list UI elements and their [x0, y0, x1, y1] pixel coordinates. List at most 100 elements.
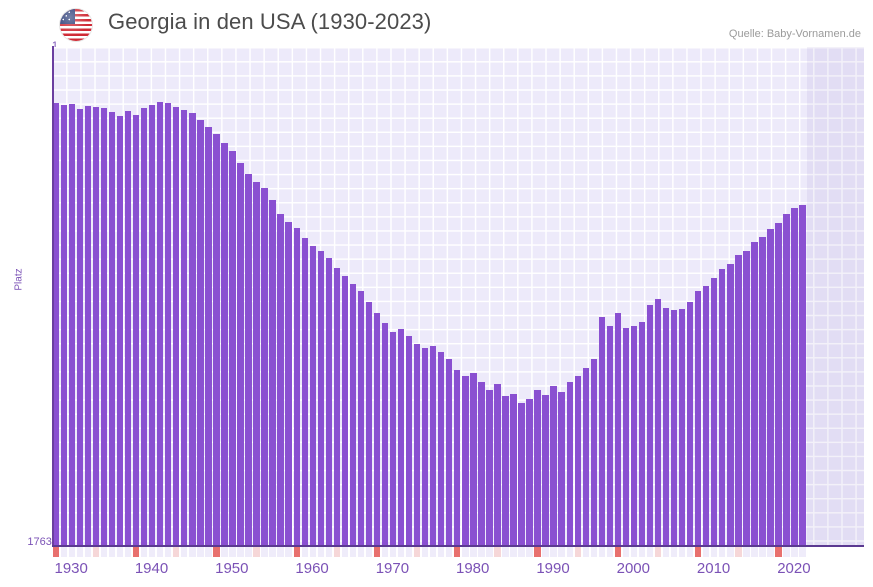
bar[interactable] [727, 264, 734, 545]
bar[interactable] [221, 143, 228, 545]
bar[interactable] [325, 258, 332, 545]
y-axis-line [52, 46, 54, 546]
bar[interactable] [558, 392, 565, 545]
bar[interactable] [365, 302, 373, 545]
bar[interactable] [799, 205, 806, 545]
bar[interactable] [317, 251, 324, 545]
bar[interactable] [116, 116, 124, 545]
bar[interactable] [783, 214, 790, 545]
bar[interactable] [454, 370, 461, 545]
bar[interactable] [446, 359, 453, 545]
bar[interactable] [719, 269, 726, 545]
bar[interactable] [606, 326, 614, 545]
bar[interactable] [108, 112, 116, 545]
bar[interactable] [60, 105, 68, 545]
bar[interactable] [405, 336, 413, 545]
bar[interactable] [301, 238, 308, 545]
bar[interactable] [703, 286, 710, 545]
bar[interactable] [574, 376, 581, 545]
bar[interactable] [165, 103, 172, 545]
bar[interactable] [205, 127, 212, 545]
bar[interactable] [678, 309, 686, 545]
bar[interactable] [470, 373, 477, 545]
bar[interactable] [462, 376, 469, 545]
bar[interactable] [341, 276, 349, 545]
bar[interactable] [767, 229, 774, 545]
bar[interactable] [124, 111, 132, 545]
bar[interactable] [478, 382, 485, 545]
bar[interactable] [759, 237, 766, 545]
bar[interactable] [510, 394, 517, 545]
bar[interactable] [622, 328, 630, 545]
bar[interactable] [269, 200, 276, 545]
bar[interactable] [590, 359, 597, 545]
bar[interactable] [68, 104, 76, 545]
bar[interactable] [76, 109, 84, 545]
bar[interactable] [293, 228, 300, 545]
bar[interactable] [277, 214, 284, 545]
bar[interactable] [614, 313, 622, 545]
bar[interactable] [421, 348, 429, 545]
bar[interactable] [630, 326, 638, 545]
bar[interactable] [686, 302, 694, 545]
bar[interactable] [189, 113, 196, 545]
bar[interactable] [156, 102, 164, 545]
bar[interactable] [381, 323, 389, 545]
bar[interactable] [52, 103, 59, 545]
bar[interactable] [84, 106, 92, 545]
bar[interactable] [550, 386, 557, 545]
bar[interactable] [598, 317, 606, 545]
x-axis-tick-marker [325, 547, 332, 557]
bar[interactable] [197, 120, 204, 545]
bar[interactable] [237, 163, 244, 545]
bar[interactable] [791, 208, 798, 545]
bar[interactable] [148, 105, 156, 545]
x-axis-tick-marker [711, 547, 718, 557]
bar[interactable] [711, 278, 718, 545]
bar[interactable] [526, 399, 533, 545]
bar[interactable] [695, 291, 702, 545]
bar[interactable] [349, 284, 357, 545]
bar[interactable] [775, 223, 782, 545]
bar[interactable] [140, 108, 148, 545]
bar[interactable] [397, 329, 405, 545]
x-axis-tick-marker [269, 547, 276, 557]
bar[interactable] [518, 403, 525, 545]
bar[interactable] [534, 390, 541, 545]
bar[interactable] [735, 255, 742, 545]
bar[interactable] [430, 346, 437, 545]
bar[interactable] [173, 107, 180, 545]
bar[interactable] [670, 310, 678, 545]
bar[interactable] [285, 222, 292, 545]
bar[interactable] [373, 313, 381, 545]
bar[interactable] [654, 299, 662, 545]
bar[interactable] [582, 368, 589, 545]
bar[interactable] [502, 396, 509, 545]
bar[interactable] [309, 246, 316, 545]
bar[interactable] [261, 188, 268, 545]
bar[interactable] [438, 352, 445, 545]
bar[interactable] [646, 305, 654, 545]
bar[interactable] [132, 115, 140, 545]
bar[interactable] [253, 182, 260, 545]
us-flag-icon [60, 9, 92, 41]
bar[interactable] [333, 268, 341, 545]
bar[interactable] [494, 384, 501, 545]
bar[interactable] [566, 382, 573, 545]
bar[interactable] [245, 174, 252, 545]
bar[interactable] [751, 242, 758, 545]
bar[interactable] [389, 332, 397, 545]
bar[interactable] [181, 110, 188, 545]
bar[interactable] [662, 308, 670, 545]
bar[interactable] [92, 107, 100, 545]
x-axis-tick-marker [357, 547, 365, 557]
bar[interactable] [229, 151, 236, 545]
bar[interactable] [486, 390, 493, 545]
bar[interactable] [413, 344, 421, 545]
bar[interactable] [357, 291, 365, 545]
bar[interactable] [100, 108, 108, 545]
bar[interactable] [213, 134, 220, 545]
bar[interactable] [542, 395, 549, 545]
bar[interactable] [743, 251, 750, 545]
bar[interactable] [638, 322, 646, 545]
